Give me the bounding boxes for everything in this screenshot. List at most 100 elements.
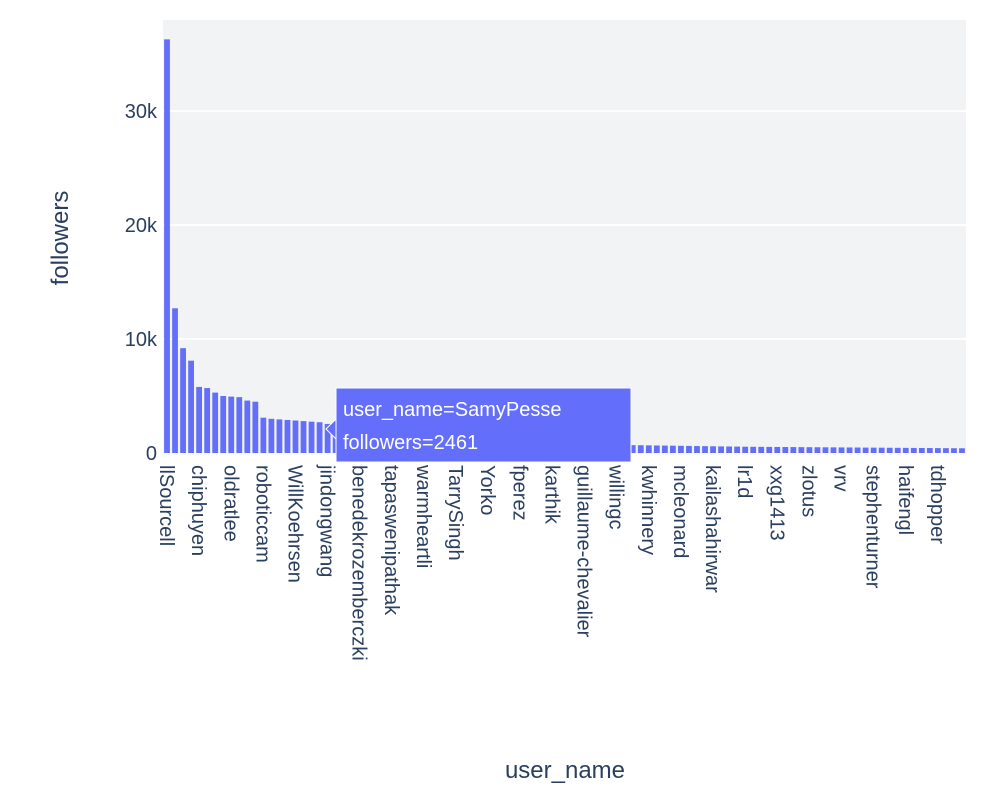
bar[interactable] [276, 419, 283, 453]
bar[interactable] [188, 360, 194, 453]
x-tick-label: WillKoehrsen [284, 465, 306, 583]
bar[interactable] [846, 447, 853, 453]
bar[interactable] [653, 445, 660, 453]
bar[interactable] [830, 447, 837, 453]
bar[interactable] [870, 447, 877, 453]
bar[interactable] [661, 445, 668, 453]
x-tick-label: jindongwang [316, 464, 338, 577]
bar[interactable] [886, 447, 893, 453]
bar[interactable] [694, 446, 700, 453]
bar[interactable] [678, 445, 684, 453]
bar[interactable] [951, 448, 957, 453]
x-tick-label: willingc [605, 464, 627, 529]
bar[interactable] [878, 447, 885, 453]
bar[interactable] [943, 448, 949, 453]
bar[interactable] [228, 396, 235, 453]
bar[interactable] [212, 392, 219, 453]
bar[interactable] [790, 447, 797, 453]
x-tick-label: tapaswenipathak [380, 465, 402, 616]
x-tick-label: stephenturner [862, 465, 884, 589]
x-tick-label: vrv [830, 465, 852, 492]
plot-background [163, 20, 966, 453]
x-tick-label: lr1d [733, 465, 755, 498]
bar[interactable] [806, 447, 813, 453]
x-axis-ticks: llSourcell chiphuyen oldratlee roboticcam Wi… [155, 464, 948, 661]
bar[interactable] [300, 421, 307, 453]
bar[interactable] [172, 308, 178, 453]
bar[interactable] [180, 348, 186, 453]
x-tick-label: oldratlee [219, 465, 241, 542]
tooltip-box [335, 387, 632, 463]
x-tick-label: Yorko [476, 465, 498, 515]
bar[interactable] [308, 421, 315, 453]
bar[interactable] [236, 397, 243, 453]
bar[interactable] [918, 447, 925, 453]
bar[interactable] [702, 446, 708, 453]
bar[interactable] [935, 448, 941, 453]
bar[interactable] [196, 386, 203, 453]
y-tick-label: 0 [146, 443, 157, 465]
y-tick-label: 20k [125, 215, 158, 237]
x-tick-label: kwhinnery [637, 465, 659, 555]
y-tick-label: 30k [125, 101, 158, 123]
bar[interactable] [726, 446, 732, 454]
bar[interactable] [637, 445, 644, 453]
bar[interactable] [854, 447, 861, 453]
bar[interactable] [629, 445, 636, 453]
x-tick-label: kailashahirwar [701, 465, 723, 593]
bar[interactable] [734, 446, 741, 453]
bar[interactable] [316, 422, 323, 453]
bar[interactable] [686, 445, 692, 453]
x-tick-label: mcleonard [669, 465, 691, 558]
x-tick-label: zlotus [797, 465, 819, 517]
x-tick-label: chiphuyen [187, 465, 209, 556]
bar[interactable] [670, 445, 676, 453]
x-tick-label: TarrySingh [444, 465, 466, 561]
bar[interactable] [718, 446, 724, 453]
y-tick-label: 10k [125, 329, 158, 351]
bar[interactable] [220, 396, 227, 453]
bar[interactable] [959, 448, 965, 453]
bar[interactable] [164, 39, 170, 454]
tooltip-line-2: followers=2461 [343, 432, 478, 454]
bar[interactable] [838, 447, 845, 453]
bar[interactable] [774, 446, 781, 453]
x-tick-label: roboticcam [251, 465, 273, 563]
y-axis-ticks: 0 10k 20k 30k [125, 101, 158, 465]
x-tick-label: llSourcell [155, 465, 177, 546]
bar[interactable] [814, 447, 821, 453]
bar[interactable] [204, 388, 211, 453]
grid-lines [163, 110, 966, 341]
bar[interactable] [260, 417, 267, 453]
bar[interactable] [710, 446, 716, 453]
bar[interactable] [822, 447, 829, 453]
bar[interactable] [782, 447, 789, 453]
x-tick-label: guillaume-chevalier [573, 465, 595, 638]
bar[interactable] [798, 447, 805, 453]
bar[interactable] [862, 447, 869, 453]
hover-tooltip: user_name=SamyPesse followers=2461 [325, 387, 632, 463]
x-tick-label: haifengl [894, 465, 916, 535]
bar[interactable] [894, 447, 901, 453]
tooltip-line-1: user_name=SamyPesse [343, 399, 561, 421]
bar[interactable] [750, 446, 757, 453]
bar[interactable] [268, 418, 275, 453]
bar[interactable] [252, 401, 259, 453]
x-tick-label: warmheartli [412, 464, 434, 568]
bar[interactable] [926, 448, 933, 453]
x-tick-label: benedekrozemberczki [348, 465, 370, 661]
bar[interactable] [902, 447, 909, 453]
x-tick-label: karthik [540, 465, 562, 525]
bar[interactable] [758, 446, 765, 453]
bar[interactable] [284, 419, 291, 453]
x-tick-label: fperez [508, 465, 530, 521]
x-axis-title: user_name [505, 757, 625, 784]
bar[interactable] [910, 447, 917, 453]
bar[interactable] [645, 445, 652, 453]
bar[interactable] [292, 420, 299, 453]
bar[interactable] [244, 400, 251, 453]
bar[interactable] [742, 446, 749, 453]
bar[interactable] [324, 423, 331, 453]
bar[interactable] [766, 446, 773, 453]
